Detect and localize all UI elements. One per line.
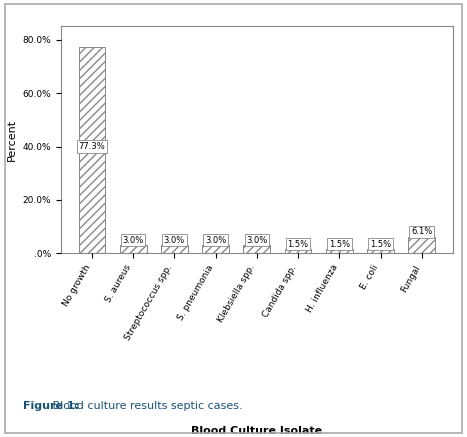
Text: 3.0%: 3.0% <box>246 236 268 245</box>
Bar <box>367 250 394 253</box>
Text: 77.3%: 77.3% <box>78 142 106 151</box>
Y-axis label: Percent: Percent <box>7 119 17 161</box>
Bar <box>120 246 147 253</box>
Text: 1.5%: 1.5% <box>288 239 309 249</box>
Text: 3.0%: 3.0% <box>164 236 185 245</box>
Bar <box>78 47 106 253</box>
Bar <box>285 250 311 253</box>
Text: 3.0%: 3.0% <box>205 236 226 245</box>
Bar <box>408 237 435 253</box>
Bar <box>161 246 188 253</box>
X-axis label: Blood Culture Isolate: Blood Culture Isolate <box>191 426 322 436</box>
Bar <box>326 250 353 253</box>
Text: Blood culture results septic cases.: Blood culture results septic cases. <box>49 401 243 411</box>
Text: 1.5%: 1.5% <box>370 239 391 249</box>
Text: Figure 1:: Figure 1: <box>23 401 79 411</box>
Text: 3.0%: 3.0% <box>122 236 144 245</box>
Text: 1.5%: 1.5% <box>329 239 350 249</box>
Bar <box>202 246 229 253</box>
Bar <box>243 246 270 253</box>
Text: 6.1%: 6.1% <box>411 227 432 236</box>
